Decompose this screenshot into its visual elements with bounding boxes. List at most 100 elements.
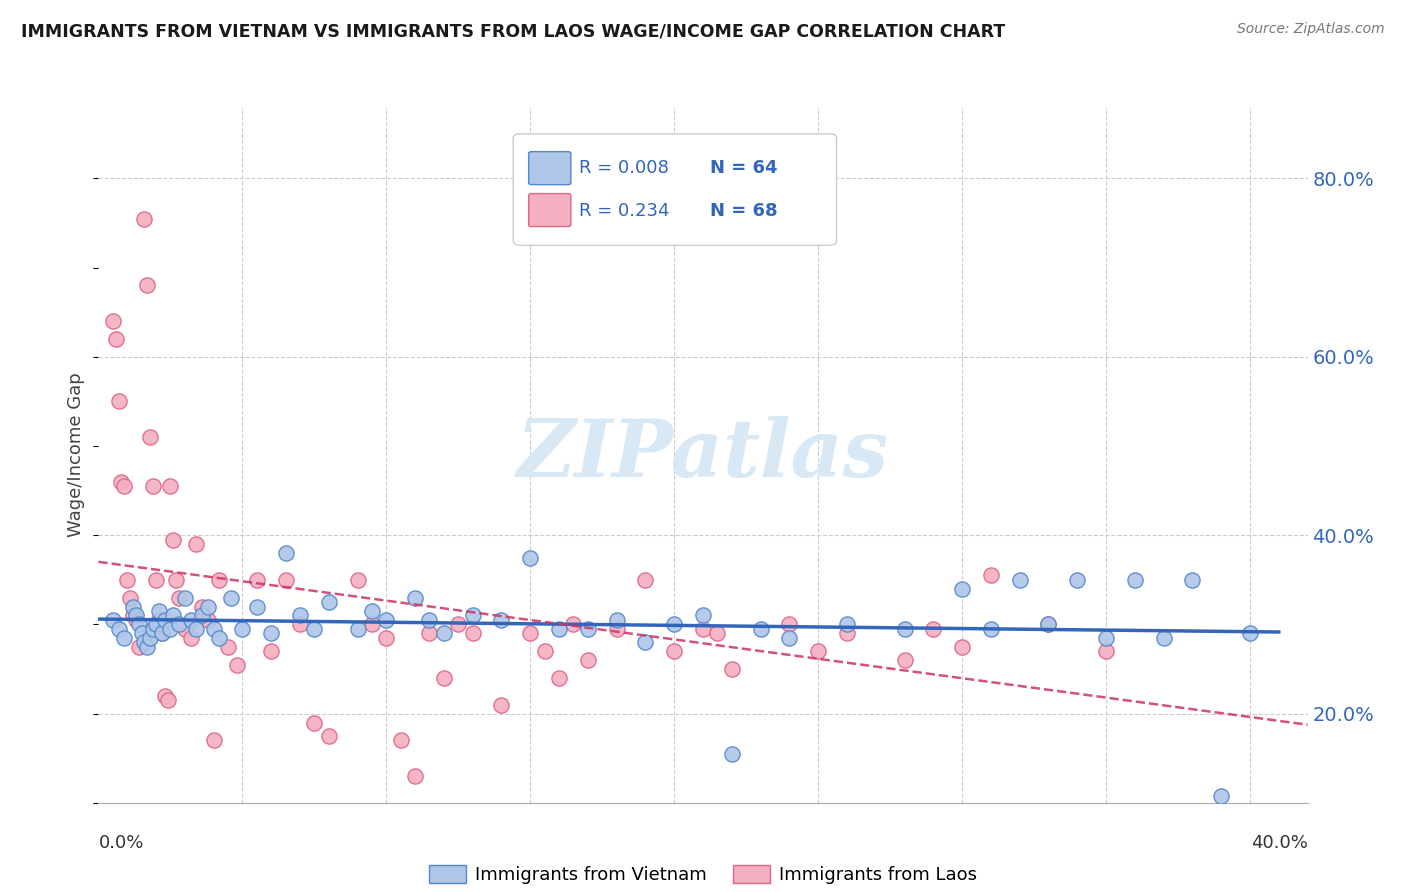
Point [136,278,159,293]
Point [664,644,686,658]
Point [375,613,398,627]
Legend: Immigrants from Vietnam, Immigrants from Laos: Immigrants from Vietnam, Immigrants from… [422,857,984,891]
Point [361,604,384,618]
Point [447,617,470,632]
Point [191,599,214,614]
Point [576,653,599,667]
Point [692,608,714,623]
Point [165,573,187,587]
Point [173,591,195,605]
Point [1038,617,1060,632]
Point [950,640,973,654]
Point [1095,644,1118,658]
Point [162,608,184,623]
Text: ZIPatlas: ZIPatlas [517,417,889,493]
Point [461,608,484,623]
Point [153,689,176,703]
Point [692,622,714,636]
Point [706,626,728,640]
Point [197,599,219,614]
Point [208,573,231,587]
Point [1095,631,1118,645]
Point [606,622,628,636]
Point [548,622,571,636]
Point [318,729,340,743]
Point [246,599,269,614]
Point [159,622,181,636]
Point [749,622,772,636]
Point [288,608,311,623]
Point [167,617,190,632]
Point [260,626,283,640]
Point [389,733,412,747]
Point [125,613,148,627]
Point [125,608,148,623]
Point [180,631,202,645]
Point [835,626,858,640]
Point [433,671,456,685]
Point [304,715,326,730]
Point [519,626,541,640]
Point [153,613,176,627]
Point [533,644,555,658]
Point [142,622,165,636]
Point [202,733,225,747]
Point [274,573,297,587]
Point [980,622,1002,636]
Text: R = 0.234: R = 0.234 [579,202,669,219]
Point [893,653,915,667]
Point [418,613,440,627]
Point [115,573,138,587]
Point [134,211,156,226]
Point [304,622,326,636]
Point [134,635,156,649]
Point [491,613,513,627]
Point [720,747,742,761]
Point [893,622,915,636]
Point [835,617,858,632]
Point [720,662,742,676]
Point [219,591,242,605]
Point [131,626,153,640]
Point [346,622,368,636]
Point [562,617,585,632]
Text: N = 64: N = 64 [710,159,778,177]
Point [491,698,513,712]
Point [274,546,297,560]
Point [139,631,162,645]
Point [246,573,269,587]
Point [159,479,181,493]
Point [191,608,214,623]
Point [122,608,145,623]
Point [110,475,132,489]
Point [950,582,973,596]
Text: IMMIGRANTS FROM VIETNAM VS IMMIGRANTS FROM LAOS WAGE/INCOME GAP CORRELATION CHAR: IMMIGRANTS FROM VIETNAM VS IMMIGRANTS FR… [21,22,1005,40]
Point [120,591,142,605]
Point [139,430,162,444]
Point [1153,631,1175,645]
Point [128,617,150,632]
Point [197,613,219,627]
Point [576,622,599,636]
Point [148,613,170,627]
Point [778,617,800,632]
Point [186,622,208,636]
Point [107,394,129,409]
Point [101,314,124,328]
Text: 40.0%: 40.0% [1251,834,1308,852]
Point [1211,789,1233,803]
Point [606,613,628,627]
Text: Source: ZipAtlas.com: Source: ZipAtlas.com [1237,22,1385,37]
Point [186,537,208,551]
Point [208,631,231,645]
Point [346,573,368,587]
Point [156,693,179,707]
Point [807,644,830,658]
Point [922,622,945,636]
Point [260,644,283,658]
Point [519,550,541,565]
Point [634,573,657,587]
Point [173,622,195,636]
Point [1181,573,1204,587]
Point [167,591,190,605]
